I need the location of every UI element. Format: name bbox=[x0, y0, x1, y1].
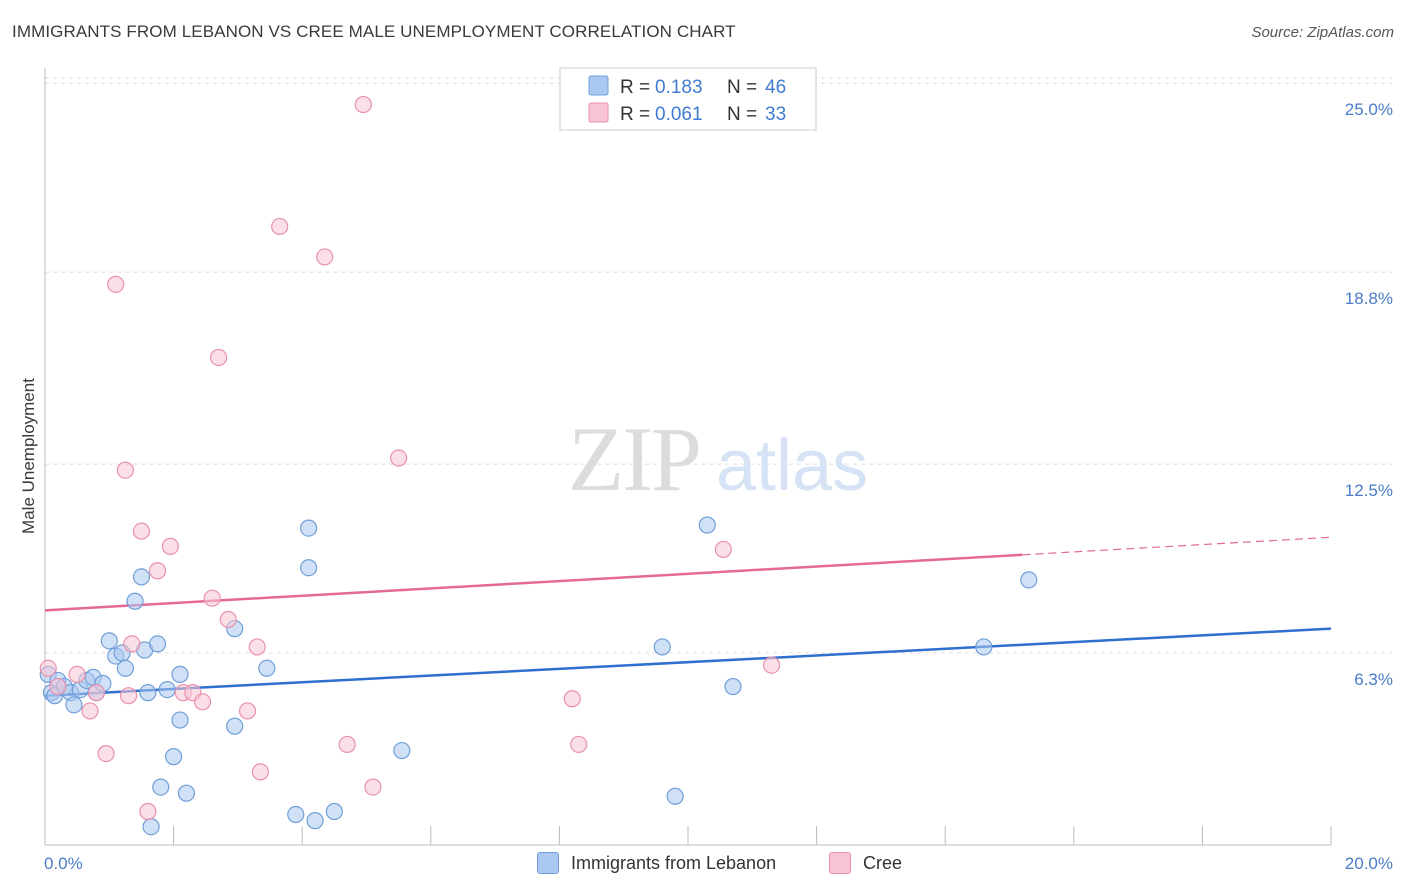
x-tick-label-max: 20.0% bbox=[1345, 854, 1393, 873]
point-cree bbox=[251, 763, 270, 781]
point-cree bbox=[390, 449, 408, 467]
point-cree bbox=[123, 635, 141, 653]
watermark: ZIP atlas bbox=[568, 408, 868, 510]
legend-r-value-2: 0.061 bbox=[655, 104, 703, 125]
point-cree bbox=[248, 638, 266, 656]
point-cree bbox=[68, 665, 86, 683]
trendline-solid bbox=[44, 627, 1332, 697]
point-lebanon bbox=[152, 778, 170, 796]
legend-n-label-1: N = bbox=[727, 77, 757, 98]
point-cree bbox=[271, 217, 289, 236]
x-tick-label-min: 0.0% bbox=[44, 854, 83, 873]
point-lebanon bbox=[148, 635, 167, 653]
point-lebanon bbox=[653, 638, 671, 656]
legend-n-label-2: N = bbox=[727, 104, 757, 125]
data-points bbox=[39, 95, 1038, 836]
point-cree bbox=[107, 275, 125, 293]
point-lebanon bbox=[126, 592, 144, 610]
point-cree bbox=[563, 690, 581, 708]
point-lebanon bbox=[142, 818, 160, 836]
point-lebanon bbox=[177, 784, 196, 802]
chart-title: IMMIGRANTS FROM LEBANON VS CREE MALE UNE… bbox=[12, 22, 736, 41]
legend-n-value-1: 46 bbox=[765, 77, 786, 98]
point-cree bbox=[132, 522, 151, 540]
bottom-legend: Immigrants from Lebanon Cree bbox=[0, 850, 1406, 880]
y-tick-label: 25.0% bbox=[1345, 100, 1393, 119]
point-cree bbox=[354, 95, 372, 114]
trendline-solid bbox=[44, 553, 1023, 612]
watermark-zip: ZIP bbox=[568, 408, 700, 510]
legend-swatch-lebanon-bottom bbox=[537, 852, 559, 874]
point-cree bbox=[219, 610, 237, 629]
point-cree bbox=[338, 735, 356, 754]
point-cree bbox=[714, 540, 732, 559]
point-lebanon bbox=[65, 696, 83, 714]
point-cree bbox=[210, 348, 228, 367]
legend-swatch-cree bbox=[588, 102, 609, 123]
watermark-atlas: atlas bbox=[716, 426, 868, 506]
legend-item-cree[interactable]: Cree bbox=[829, 852, 902, 874]
y-tick-label: 18.8% bbox=[1345, 289, 1393, 308]
y-axis-label: Male Unemployment bbox=[19, 378, 38, 534]
point-lebanon bbox=[171, 711, 189, 729]
point-cree bbox=[97, 744, 115, 763]
point-cree bbox=[39, 659, 57, 677]
point-lebanon bbox=[258, 659, 276, 677]
point-lebanon bbox=[165, 748, 183, 766]
axes bbox=[44, 68, 1332, 846]
point-cree bbox=[81, 702, 99, 720]
point-lebanon bbox=[171, 665, 189, 683]
point-cree bbox=[570, 735, 588, 754]
y-tick-label: 6.3% bbox=[1354, 670, 1393, 689]
point-cree bbox=[87, 684, 106, 702]
point-cree bbox=[148, 562, 167, 580]
point-lebanon bbox=[1020, 571, 1038, 589]
point-lebanon bbox=[325, 802, 343, 821]
source-label: Source: ZipAtlas.com bbox=[1251, 24, 1394, 41]
point-lebanon bbox=[116, 659, 134, 677]
point-lebanon bbox=[698, 516, 716, 534]
stats-legend: R = 0.183 N = 46 R = 0.061 N = 33 bbox=[559, 67, 817, 131]
point-lebanon bbox=[724, 677, 742, 696]
point-lebanon bbox=[975, 638, 993, 656]
tick-labels: 6.3% 12.5% 18.8% 25.0% 0.0% 20.0% bbox=[44, 100, 1393, 873]
point-lebanon bbox=[393, 741, 411, 760]
legend-r-label-1: R = bbox=[620, 77, 650, 98]
legend-swatch-lebanon bbox=[588, 75, 609, 96]
legend-item-lebanon[interactable]: Immigrants from Lebanon bbox=[537, 852, 776, 874]
point-cree bbox=[49, 677, 67, 696]
gridlines bbox=[45, 77, 1392, 654]
legend-label-cree: Cree bbox=[863, 852, 903, 873]
point-cree bbox=[193, 693, 212, 711]
point-lebanon bbox=[666, 787, 684, 805]
point-lebanon bbox=[100, 632, 118, 650]
legend-label-lebanon: Immigrants from Lebanon bbox=[571, 852, 777, 873]
legend-r-label-2: R = bbox=[620, 104, 650, 125]
legend-r-value-1: 0.183 bbox=[655, 77, 703, 98]
legend-n-value-2: 33 bbox=[765, 104, 786, 125]
point-cree bbox=[203, 589, 221, 607]
point-lebanon bbox=[287, 805, 305, 824]
point-lebanon bbox=[306, 812, 324, 830]
point-lebanon bbox=[300, 519, 318, 537]
point-cree bbox=[316, 248, 334, 266]
point-lebanon bbox=[226, 717, 244, 735]
legend-swatch-cree-bottom bbox=[829, 852, 851, 874]
trendline-dashed bbox=[1022, 536, 1332, 556]
point-cree bbox=[116, 461, 134, 479]
point-cree bbox=[139, 802, 157, 821]
point-cree bbox=[238, 702, 257, 720]
point-lebanon bbox=[158, 680, 176, 699]
point-cree bbox=[364, 778, 382, 796]
point-lebanon bbox=[132, 568, 151, 586]
point-cree bbox=[119, 687, 138, 705]
point-lebanon bbox=[300, 559, 318, 577]
trend-lines bbox=[44, 536, 1332, 697]
point-cree bbox=[762, 656, 781, 674]
y-tick-label: 12.5% bbox=[1345, 481, 1393, 500]
point-cree bbox=[161, 537, 179, 555]
point-lebanon bbox=[139, 684, 157, 702]
